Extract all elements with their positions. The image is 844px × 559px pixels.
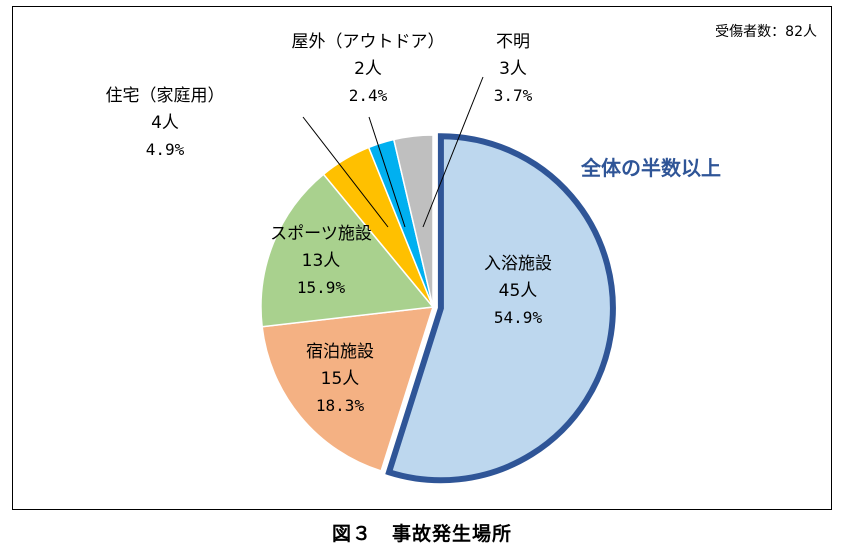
leader-line-4: [368, 116, 406, 228]
total-injured-note: 受傷者数：82人: [715, 24, 817, 40]
slice-percent-5: 3.7%: [494, 86, 533, 105]
slice-label-2: スポーツ施設: [270, 224, 372, 244]
pie-slice-1: [261, 306, 435, 472]
slice-label-5: 不明: [496, 32, 530, 52]
leader-line-3: [302, 116, 389, 228]
slice-label-3: 住宅（家庭用）: [106, 86, 225, 106]
half-annotation: 全体の半数以上: [580, 156, 721, 180]
slice-percent-1: 18.3%: [316, 396, 365, 415]
slice-label-0: 入浴施設: [484, 254, 552, 274]
slice-label-4: 屋外（アウトドア）: [292, 32, 445, 52]
pie-slice-0: [385, 133, 616, 484]
slice-label-1: 宿泊施設: [306, 342, 374, 362]
slice-percent-2: 15.9%: [297, 278, 346, 297]
slice-percent-3: 4.9%: [146, 140, 185, 159]
figure-caption: 図３ 事故発生場所: [331, 523, 512, 545]
slice-count-2: 13人: [302, 251, 341, 271]
slice-count-5: 3人: [499, 59, 527, 79]
chart-frame: 入浴施設 45人 54.9% 宿泊施設 15人 18.3% スポーツ施設 13人 15.9% 住宅…: [12, 6, 832, 510]
slice-percent-4: 2.4%: [349, 86, 388, 105]
pie-chart: 入浴施設 45人 54.9% 宿泊施設 15人 18.3% スポーツ施設 13人 15.9% 住宅…: [106, 32, 721, 484]
slice-percent-0: 54.9%: [494, 308, 543, 327]
pie-slice-5: [392, 134, 434, 308]
leader-line-5: [422, 76, 484, 228]
slice-count-4: 2人: [354, 59, 382, 79]
slice-count-3: 4人: [151, 113, 179, 133]
slice-count-0: 45人: [499, 281, 538, 301]
pie-slice-2: [260, 173, 435, 328]
slice-count-1: 15人: [321, 369, 360, 389]
